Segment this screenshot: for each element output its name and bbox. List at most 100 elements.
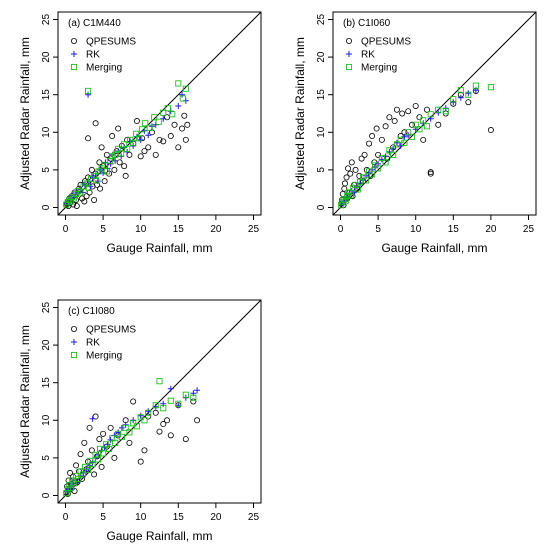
data-point [137,458,144,465]
x-tick-label: 0 [338,224,344,235]
data-point [73,202,80,209]
data-point [122,424,129,431]
data-point [91,471,98,478]
data-point [141,447,148,454]
legend-swatch [346,51,352,57]
legend-label: Merging [361,63,397,74]
legend-swatch [70,63,78,71]
data-point [345,165,352,172]
data-point [179,125,186,132]
data-point [190,398,197,405]
data-point [94,456,101,463]
legend-label: Merging [86,63,122,74]
data-point [375,165,382,172]
data-point [457,94,464,101]
data-point [124,145,131,152]
data-point [100,450,107,457]
data-point [73,462,80,469]
data-point [137,412,144,419]
data-point [457,87,464,94]
data-point [169,111,176,118]
data-point [93,177,100,184]
data-point [167,133,174,140]
data-point [111,454,118,461]
x-tick-label: 5 [100,224,106,235]
x-tick-label: 10 [135,512,147,523]
y-tick-label: 25 [41,302,52,314]
y-tick-label: 10 [316,126,327,138]
scatter-panel: 0 5 10 15 20 25 0 5 10 15 20 25 Gauge Rainfall, mm Ad… [18,299,262,543]
x-tick-label: 0 [63,512,69,523]
y-axis-title: Adjusted Radar Rainfall, mm [293,37,307,190]
data-point [133,423,140,430]
data-point [348,159,355,166]
y-tick-label: 0 [41,492,52,498]
data-point [133,118,140,125]
y-axis-title: Adjusted Radar Rainfall, mm [18,37,32,190]
data-point [427,170,434,177]
panel-title: (c) C1I080 [68,306,115,317]
data-point [401,139,408,146]
data-point [382,159,389,166]
data-point [85,466,92,473]
data-point [155,118,162,125]
data-point [156,378,163,385]
y-tick-label: 15 [316,89,327,101]
data-point [141,148,148,155]
data-point [67,469,74,476]
data-point [86,424,93,431]
data-point [85,91,92,98]
data-point [442,108,449,115]
x-tick-label: 20 [210,224,222,235]
legend-label: QPESUMS [361,37,411,48]
data-point [118,150,125,157]
y-tick-label: 0 [316,204,327,210]
legend-label: QPESUMS [86,37,136,48]
data-point [63,490,70,497]
data-point [156,136,163,143]
data-point [347,192,355,199]
scatter-panel: 0 5 10 15 20 25 0 5 10 15 20 25 Gauge Rainfall, mm Ad… [293,11,537,255]
data-point [106,445,113,452]
legend-label: RK [86,338,100,349]
data-point [91,196,98,203]
panel-title: (a) C1M440 [68,18,121,29]
x-tick-label: 5 [100,512,106,523]
data-point [89,460,96,467]
data-point [435,106,442,113]
data-point [423,106,430,113]
data-point [152,151,159,158]
y-tick-label: 15 [41,377,52,389]
data-point [408,133,415,140]
data-point [175,102,182,109]
data-point [109,133,116,140]
data-point [145,132,152,139]
reference-line [332,11,537,216]
data-point [70,480,77,487]
data-point [103,168,110,175]
legend: QPESUMS RK Merging [70,325,136,362]
data-point [151,114,158,121]
panel-title: (b) C1I060 [343,18,391,29]
x-tick-label: 15 [173,224,185,235]
data-point [427,111,434,118]
data-point [152,409,159,416]
data-point [160,421,167,428]
data-point [390,151,397,158]
data-point [465,99,472,106]
data-point [118,424,125,431]
data-point [115,429,122,436]
data-point [145,413,152,420]
data-point [175,400,182,407]
data-point [465,91,472,98]
data-point [393,106,400,113]
x-tick-label: 15 [448,224,460,235]
data-point [175,144,182,151]
data-point [393,141,400,148]
y-tick-label: 15 [41,89,52,101]
data-point [342,197,349,204]
data-point [412,102,419,109]
data-point [179,95,186,102]
plot-frame [57,11,262,216]
